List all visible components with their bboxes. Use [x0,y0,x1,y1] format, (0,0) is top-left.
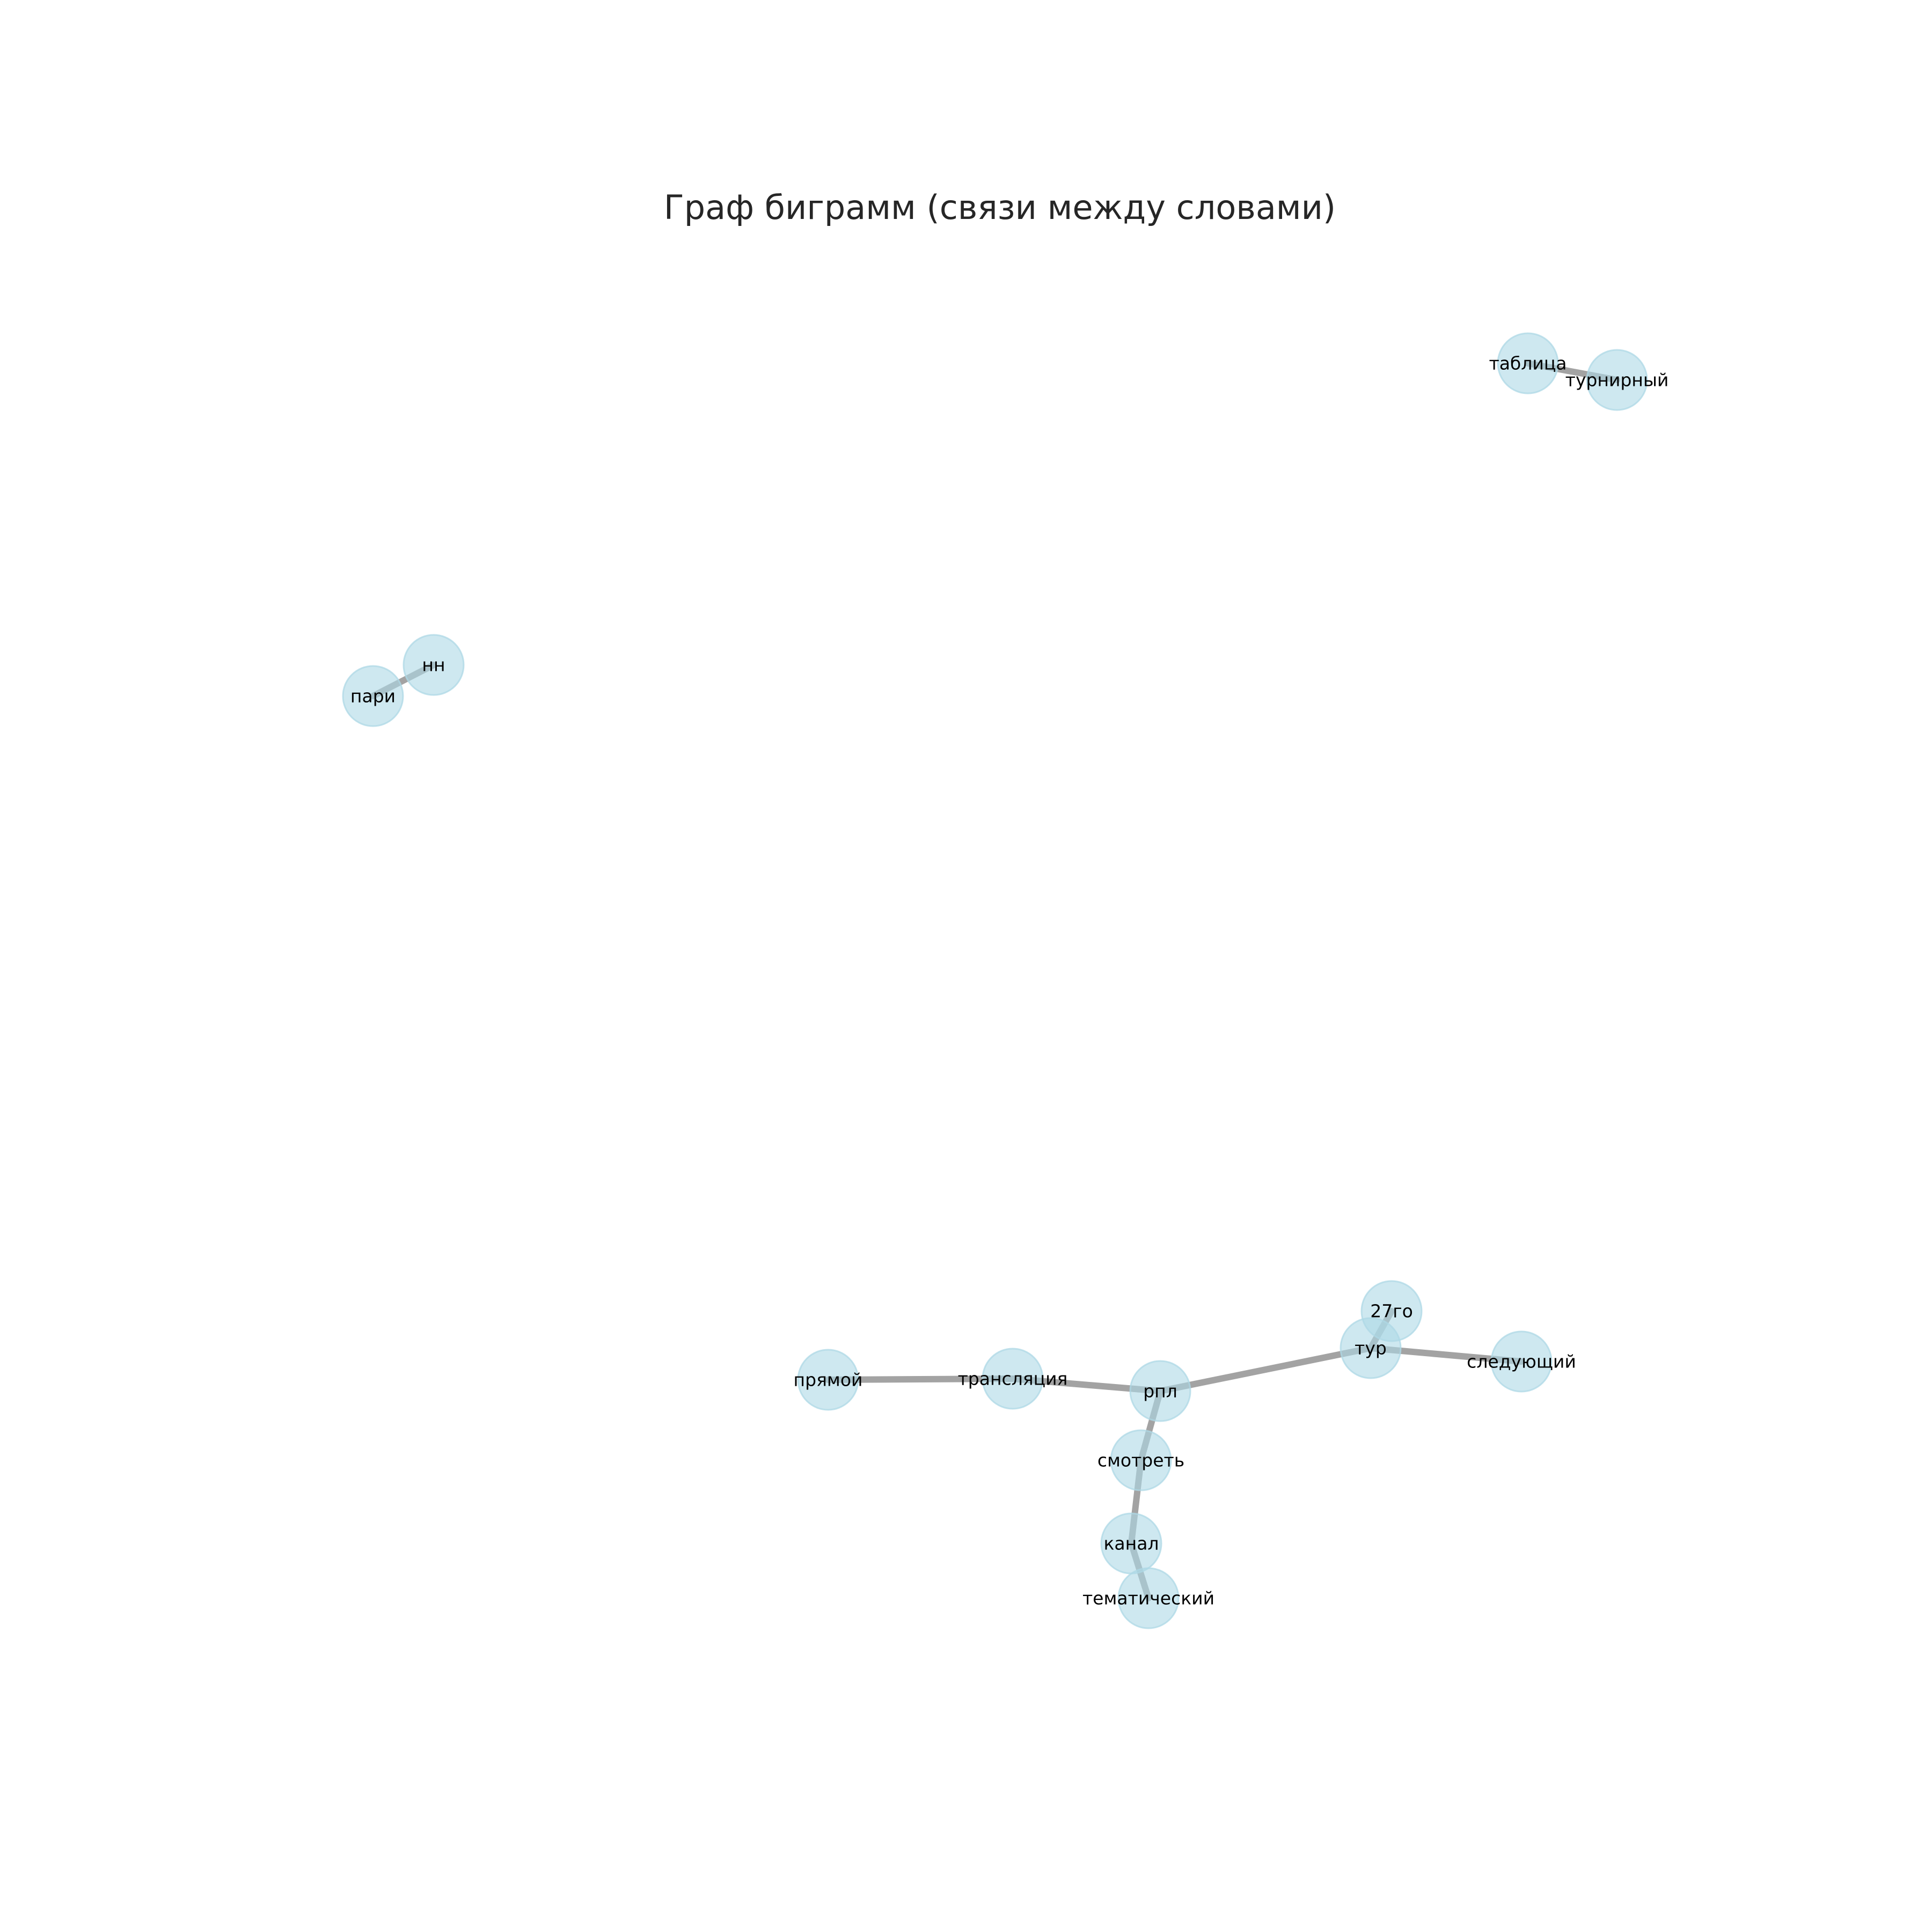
graph-title: Граф биграмм (связи между словами) [664,188,1336,227]
node-label-нн: нн [422,655,445,676]
node-турнирный [1586,349,1648,411]
node-label-тематический: тематический [1082,1588,1214,1609]
edges-layer [370,360,1620,1601]
node-прямой [797,1349,859,1411]
node-label-прямой: прямой [794,1370,863,1391]
node-label-турнирный: турнирный [1565,370,1669,391]
node-трансляция [982,1348,1044,1410]
node-label-трансляция: трансляция [958,1368,1068,1389]
node-label-канал: канал [1103,1533,1159,1554]
node-label-таблица: таблица [1489,353,1567,374]
node-таблица [1497,332,1559,394]
node-label-пари: пари [350,686,396,707]
node-label-27го: 27го [1370,1301,1413,1322]
node-label-смотреть: смотреть [1097,1450,1184,1471]
node-label-рпл: рпл [1143,1381,1177,1402]
node-тематический [1117,1567,1180,1629]
node-тур [1340,1317,1402,1379]
node-label-тур: тур [1355,1338,1387,1359]
node-смотреть [1110,1429,1172,1491]
edge-рпл-тур [1157,1345,1374,1394]
node-рпл [1129,1360,1191,1422]
node-нн [402,634,465,696]
node-label-следующий: следующий [1467,1351,1576,1372]
node-следующий [1490,1330,1553,1393]
node-пари [342,665,404,727]
